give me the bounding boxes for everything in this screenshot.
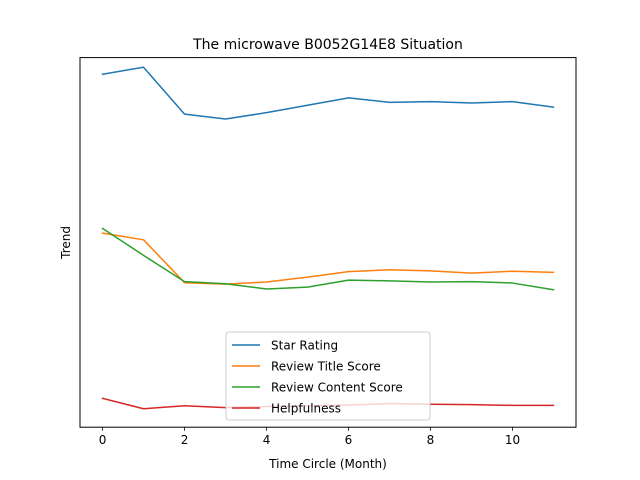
x-tick-label: 0 [99,433,107,447]
x-tick-label: 10 [505,433,520,447]
x-tick-label: 4 [263,433,271,447]
series-line-review-title-score [101,232,555,285]
x-tick-label: 2 [181,433,189,447]
series-line-review-content-score [101,227,555,291]
x-axis-label: Time Circle (Month) [268,457,387,471]
legend-label: Review Title Score [271,360,381,374]
legend: Star Rating Review Title Score Review Cont… [225,331,431,421]
plot-area-frame [79,57,577,428]
legend-label: Star Rating [271,339,338,353]
legend-box [225,331,431,421]
x-axis-ticks: 0 2 4 6 8 10 [99,427,520,447]
legend-label: Helpfulness [271,402,341,416]
series-line-star-rating [101,66,555,120]
legend-label: Review Content Score [271,381,403,395]
chart-title: The microwave B0052G14E8 Situation [192,37,463,53]
y-axis-label: Trend [59,226,73,260]
x-tick-label: 6 [345,433,353,447]
x-tick-label: 8 [427,433,435,447]
